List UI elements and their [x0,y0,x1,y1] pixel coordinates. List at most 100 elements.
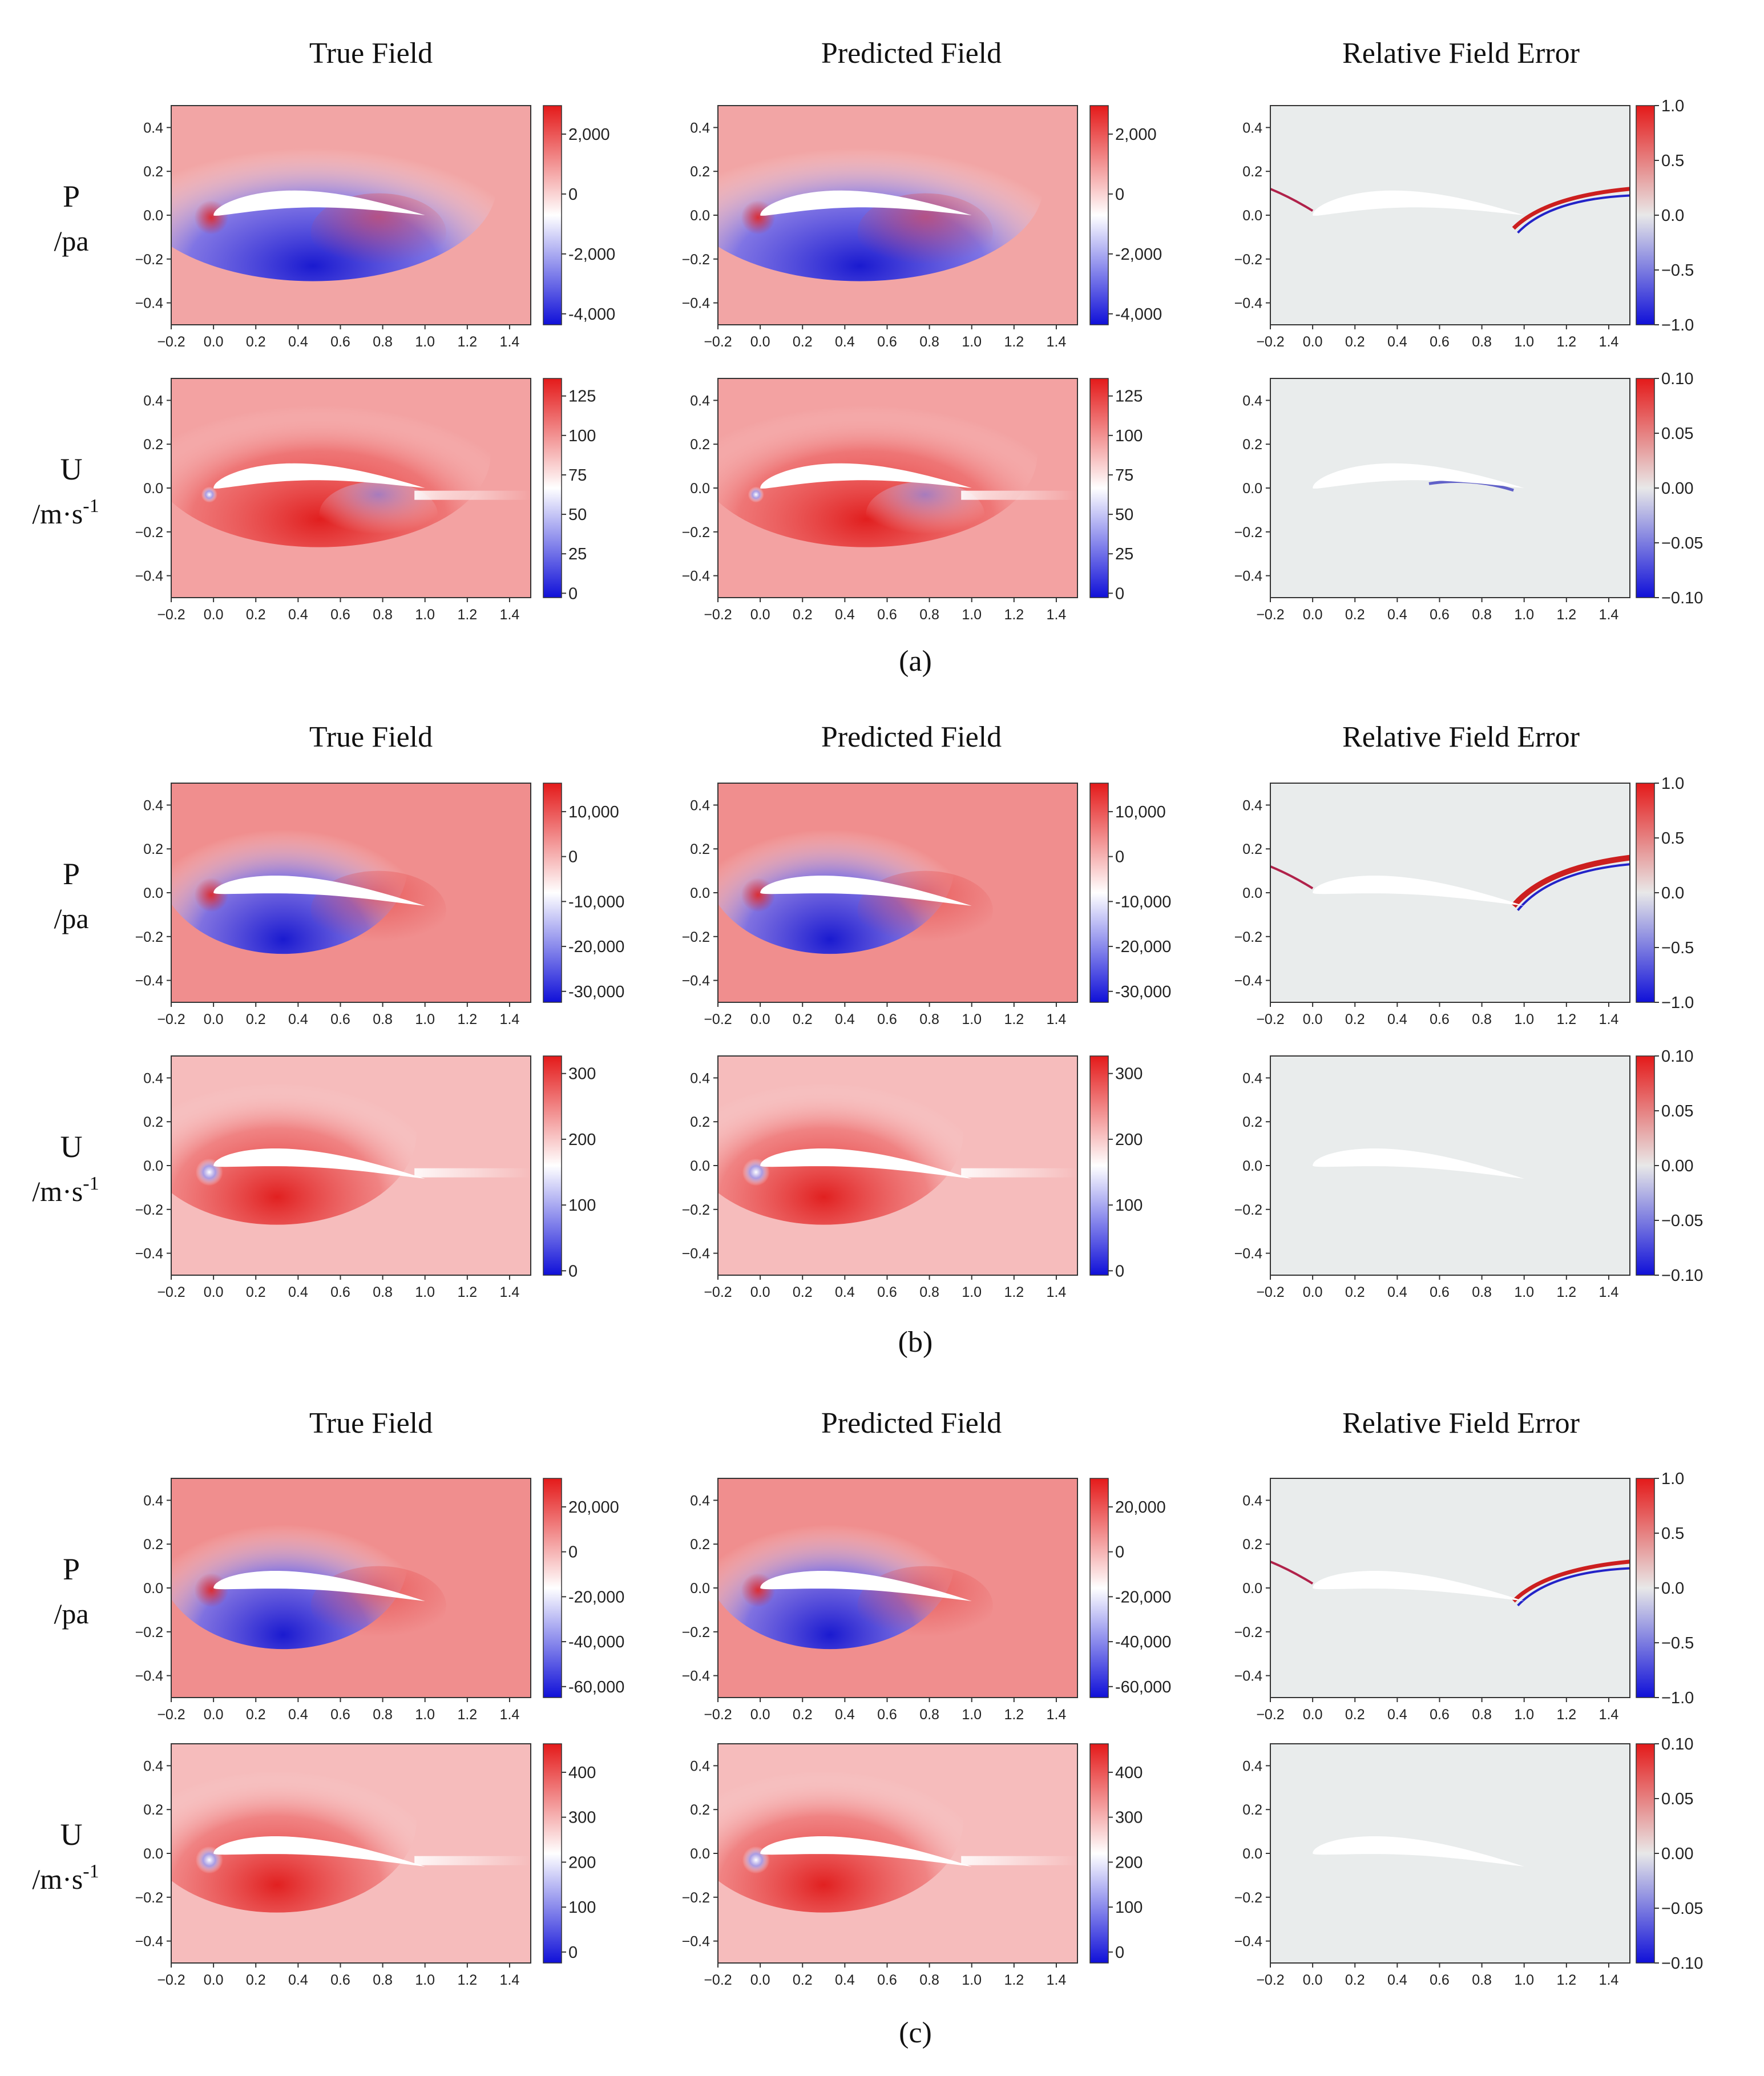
colorbar-label: 0 [568,848,578,866]
x-tick-label: 0.6 [330,1011,350,1027]
airfoil [213,876,425,906]
wake [961,1856,1077,1865]
x-tick-label: 0.4 [288,1972,308,1988]
error-field [1270,1056,1630,1275]
row-U: U/m·s-1 −0.2 0.0 0.2 0.4 0.6 0.8 1.0 1.2 1.4 0.4 0.… [32,1047,1703,1300]
error-band [1517,194,1630,234]
x-tick-label: 0.6 [330,607,350,623]
row-unit-label: /m·s-1 [32,1173,99,1207]
y-tick-label: −0.4 [135,973,163,989]
x-tick-label: 0.0 [750,1707,770,1723]
x-tick-label: 0.0 [1303,334,1323,350]
stagnation-point [748,486,764,503]
x-tick-label: −0.2 [704,1284,732,1300]
airfoil [213,1571,425,1601]
colorbar-label: -20,000 [1115,1588,1171,1606]
y-tick-label: 0.4 [690,120,710,136]
stagnation-point [194,1573,229,1607]
row-unit-label: /pa [54,225,88,257]
high-speed-region [718,378,1038,547]
x-tick-label: 1.2 [457,607,477,623]
x-tick-label: 0.2 [246,1972,266,1988]
error-band [1512,1559,1630,1603]
y-tick-label: 0.4 [1242,797,1262,813]
colorbar-label: 25 [1115,545,1133,563]
column-title: True Field [309,721,433,753]
x-tick-label: 0.4 [1387,1011,1407,1027]
colorbar-label: -30,000 [1115,983,1171,1001]
colorbar-label: −1.0 [1661,316,1694,334]
y-tick-label: 0.4 [690,1493,710,1509]
colorbar-label: 0.5 [1661,152,1684,170]
colorbar [1089,1743,1109,1964]
x-tick-label: 0.6 [1430,607,1450,623]
error-field [1270,378,1630,598]
x-tick-label: 1.0 [962,334,982,350]
true-field-plot: −0.2 0.0 0.2 0.4 0.6 0.8 1.0 1.2 1.4 0.4 0.2 0.0 −0.… [135,1055,596,1300]
y-tick-label: −0.2 [682,1202,710,1218]
y-tick-label: −0.4 [1234,1934,1262,1950]
wake [414,1856,531,1865]
y-tick-label: 0.4 [143,393,163,409]
x-tick-label: 0.2 [793,1707,813,1723]
column-title: Predicted Field [821,37,1002,70]
airfoil [1313,463,1524,489]
x-tick-label: 1.4 [500,1707,520,1723]
x-tick-label: 1.4 [1599,607,1619,623]
y-tick-label: 0.0 [143,1846,163,1862]
x-tick-label: 1.0 [962,1972,982,1988]
y-tick-label: 0.2 [1242,841,1262,857]
x-tick-label: 0.4 [288,1707,308,1723]
y-tick-label: 0.2 [1242,1537,1262,1553]
error-field [1270,1744,1630,1963]
x-tick-label: 0.0 [204,1284,224,1300]
x-tick-label: 0.0 [1303,1011,1323,1027]
x-tick-label: 1.0 [415,1707,435,1723]
predicted-field-plot: −0.2 0.0 0.2 0.4 0.6 0.8 1.0 1.2 1.4 0.4 0.2 0.0 −0.… [682,1743,1143,1988]
x-tick-label: −0.2 [1256,607,1284,623]
airfoil [213,463,425,489]
x-tick-label: 0.2 [246,1011,266,1027]
y-tick-label: −0.2 [682,525,710,541]
pressure-field [718,783,1077,1002]
x-tick-label: −0.2 [157,1011,185,1027]
y-tick-label: 0.0 [690,481,710,497]
x-tick-label: 0.2 [1345,1972,1365,1988]
colorbar [1636,1055,1655,1276]
column-title: True Field [309,1407,433,1440]
x-tick-label: 0.4 [1387,607,1407,623]
row-variable-label: P [63,179,80,213]
x-tick-label: 1.2 [457,1972,477,1988]
y-tick-label: −0.4 [1234,1246,1262,1262]
y-tick-label: −0.2 [135,1202,163,1218]
x-tick-label: 0.4 [288,334,308,350]
y-tick-label: −0.4 [135,1934,163,1950]
unit-superscript: -1 [83,1861,99,1882]
y-tick-label: 0.2 [690,841,710,857]
x-tick-label: 1.4 [1599,1707,1619,1723]
colorbar-label: 75 [1115,466,1133,485]
y-tick-label: −0.4 [682,1668,710,1684]
y-tick-label: 0.4 [143,1758,163,1774]
colorbar-label: -2,000 [1115,245,1162,264]
x-tick-label: 0.8 [373,1707,393,1723]
x-tick-label: 0.8 [1472,1972,1492,1988]
colorbar-label: -60,000 [568,1678,624,1696]
colorbar-label: -20,000 [568,1588,624,1606]
x-tick-label: 0.6 [330,334,350,350]
x-tick-label: 0.6 [877,1972,897,1988]
colorbar-label: -4,000 [1115,305,1162,324]
airfoil [760,876,972,906]
x-tick-label: 1.2 [1004,1284,1024,1300]
x-tick-label: 0.2 [793,1284,813,1300]
x-tick-label: 1.0 [962,607,982,623]
panel-caption: (b) [898,1326,933,1359]
error-band [1270,1561,1314,1585]
suction-region [718,106,1043,281]
y-tick-label: −0.4 [135,296,163,312]
x-tick-label: 0.6 [1430,334,1450,350]
y-tick-label: 0.2 [690,164,710,180]
colorbar-label: 2,000 [1115,126,1157,144]
error-band [1511,854,1630,908]
error-band [1270,188,1314,212]
